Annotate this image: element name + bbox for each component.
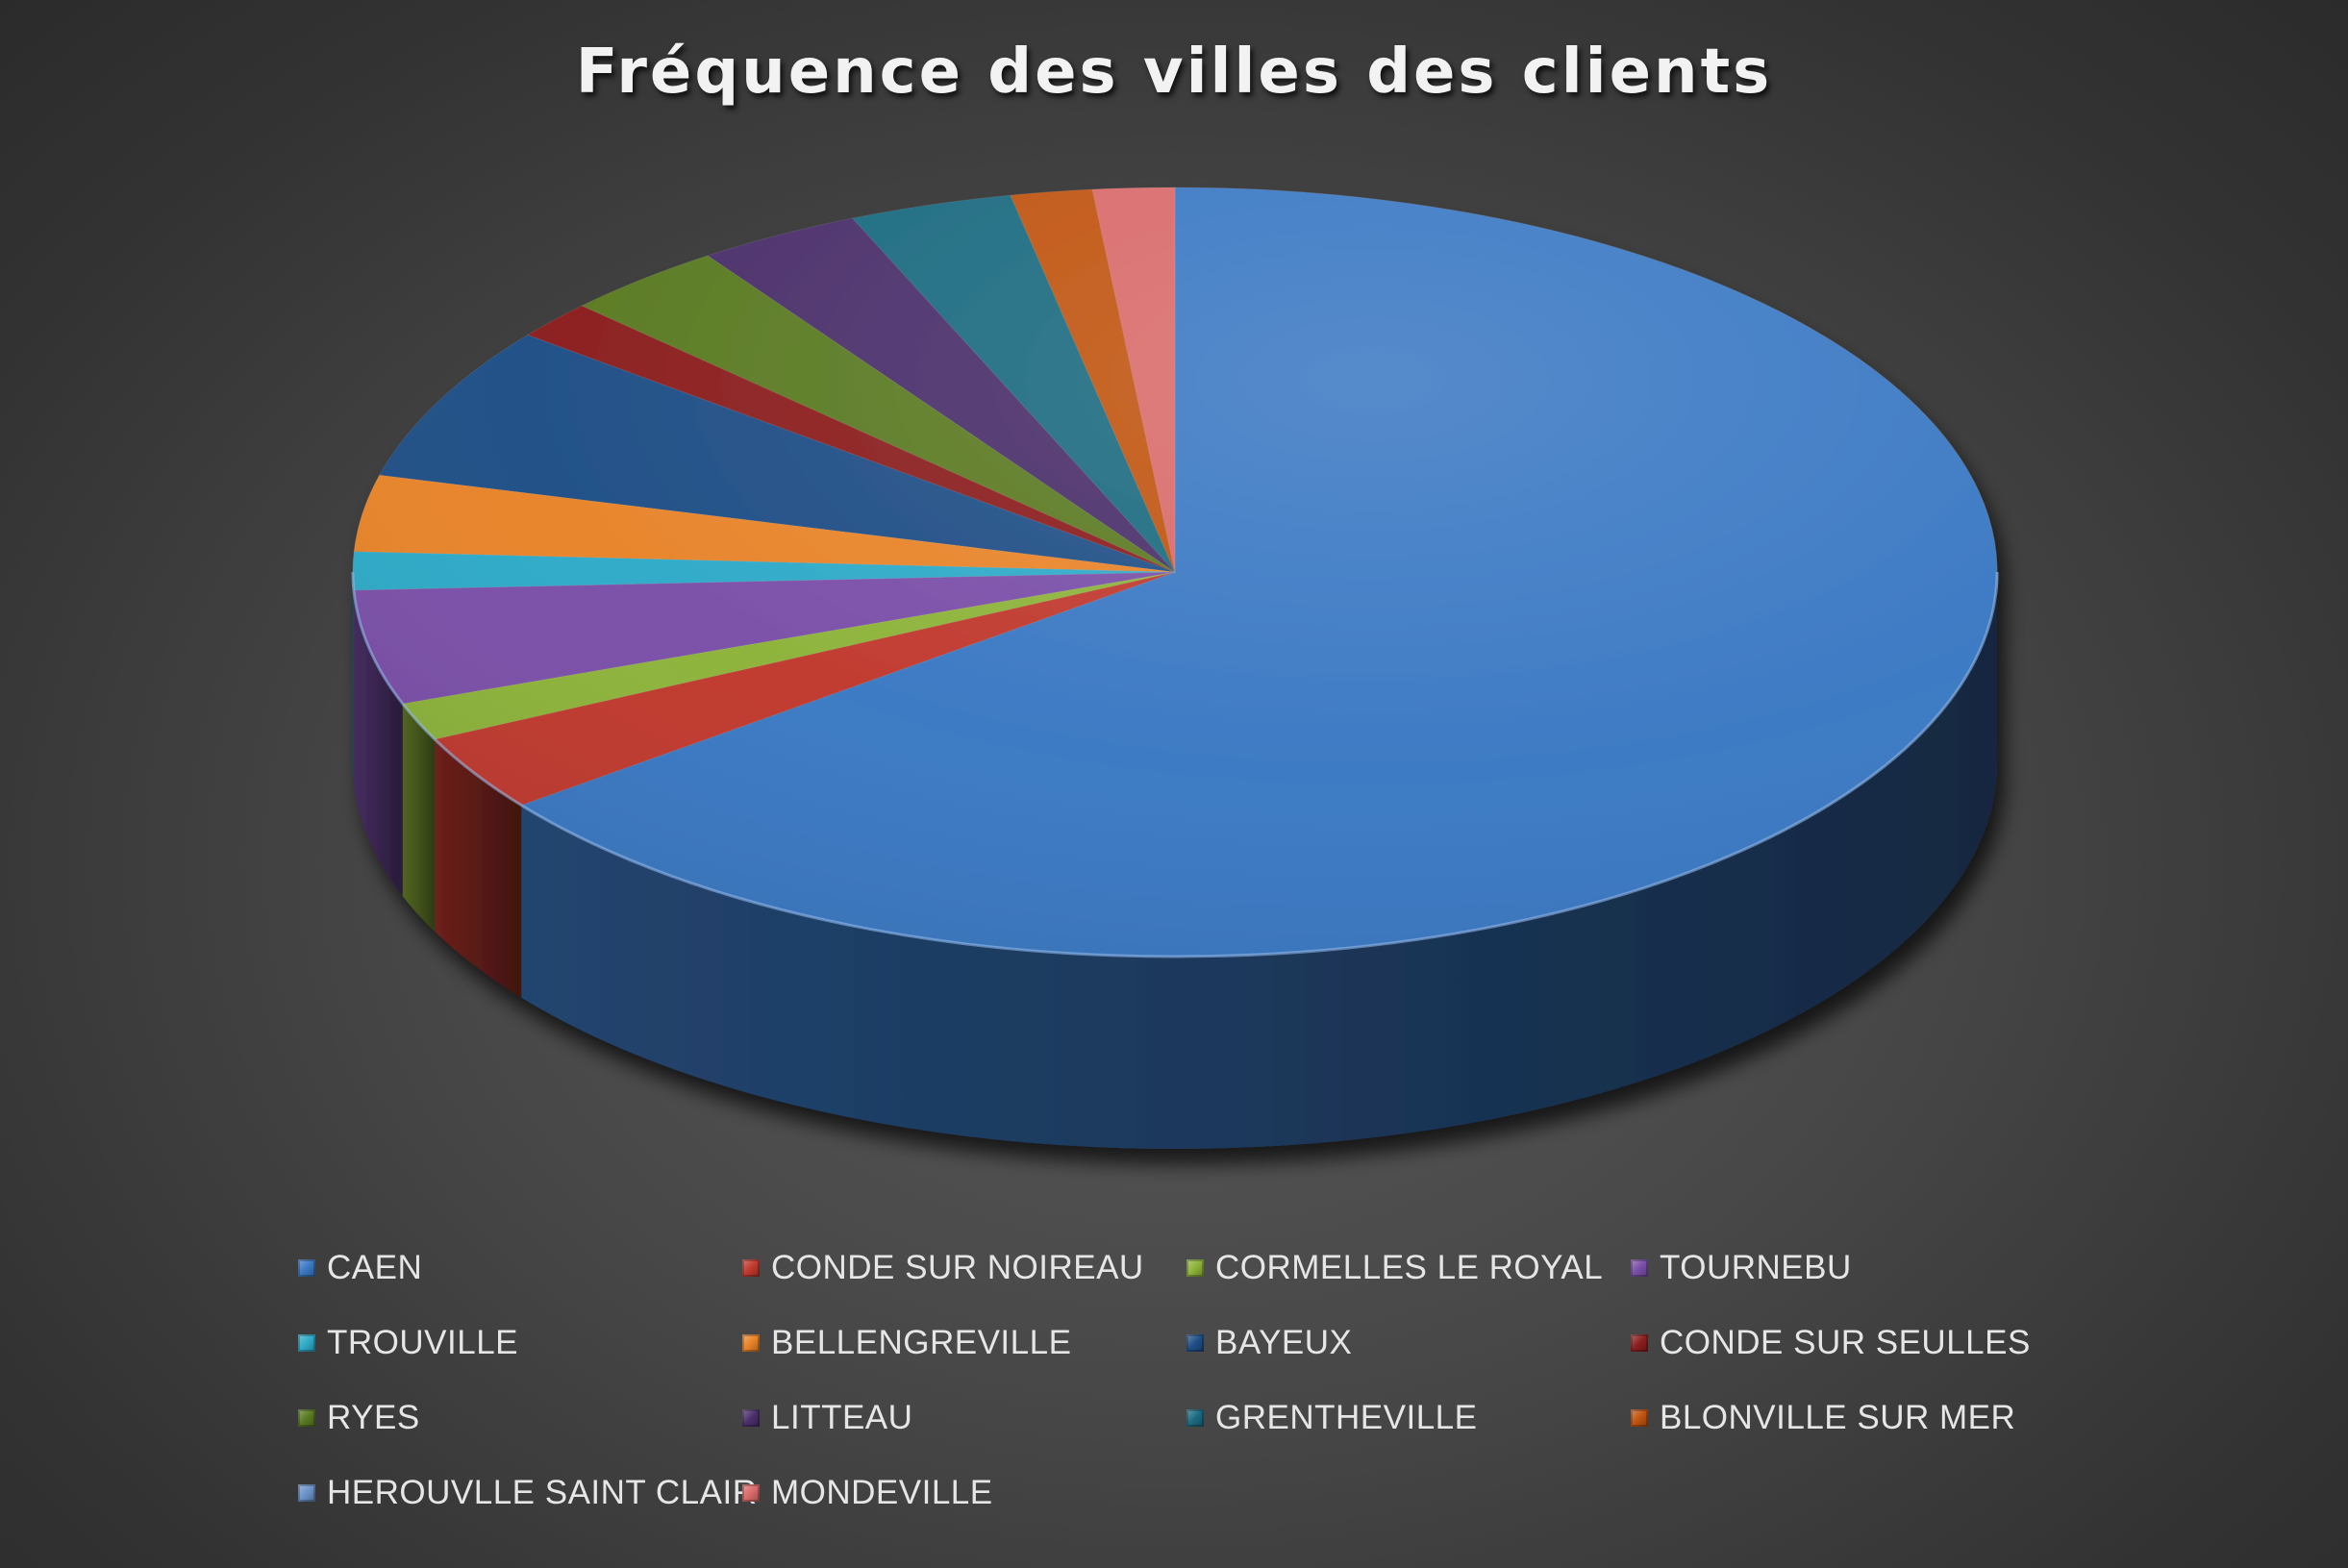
legend-swatch — [1186, 1334, 1204, 1352]
legend-item-trouville: TROUVILLE — [298, 1324, 742, 1361]
pie-rim-highlight — [351, 571, 1999, 958]
chart-legend: CAEN CONDE SUR NOIREAU CORMELLES LE ROYAL T… — [298, 1249, 2077, 1511]
legend-label: RYES — [327, 1399, 420, 1436]
legend-label: CORMELLES LE ROYAL — [1215, 1249, 1604, 1286]
legend-swatch — [1631, 1334, 1648, 1352]
legend-swatch — [1186, 1259, 1204, 1277]
pie-side-shading — [353, 572, 354, 783]
legend-swatch — [742, 1334, 760, 1352]
legend-swatch — [298, 1484, 315, 1502]
chart-title: Fréquence des villes des clients — [575, 37, 1773, 108]
legend-item-caen: CAEN — [298, 1249, 742, 1286]
legend-item-litteau: LITTEAU — [742, 1399, 1186, 1436]
pie-side-shading — [521, 572, 1997, 1150]
pie-top-sheen — [353, 187, 1997, 957]
legend-swatch — [742, 1259, 760, 1277]
legend-item-ryes: RYES — [298, 1399, 742, 1436]
legend-label: LITTEAU — [771, 1399, 913, 1436]
legend-swatch — [1631, 1409, 1648, 1427]
legend-label: MONDEVILLE — [771, 1474, 993, 1511]
legend-label: CONDE SUR NOIREAU — [771, 1249, 1144, 1286]
pie-side-shading — [402, 703, 436, 933]
legend-swatch — [298, 1334, 315, 1352]
legend-label: GRENTHEVILLE — [1215, 1399, 1478, 1436]
legend-swatch — [298, 1259, 315, 1277]
legend-label: TROUVILLE — [327, 1324, 518, 1361]
legend-label: BELLENGREVILLE — [771, 1324, 1072, 1361]
legend-label: CAEN — [327, 1249, 423, 1286]
pie-side-shading — [435, 739, 522, 998]
legend-item-grentheville: GRENTHEVILLE — [1186, 1399, 1631, 1436]
legend-label: CONDE SUR SEULLES — [1660, 1324, 2031, 1361]
pie-side-shading — [353, 589, 403, 896]
legend-label: BAYEUX — [1215, 1324, 1353, 1361]
legend-item-mondeville: MONDEVILLE — [742, 1474, 1186, 1511]
legend-item-bayeux: BAYEUX — [1186, 1324, 1631, 1361]
legend-swatch — [298, 1409, 315, 1427]
legend-label: HEROUVLLE SAINT CLAIR — [327, 1474, 758, 1511]
legend-item-bellengreville: BELLENGREVILLE — [742, 1324, 1186, 1361]
legend-item-conde-sur-seulles: CONDE SUR SEULLES — [1631, 1324, 2075, 1361]
legend-item-herouvlle-saint-clair: HEROUVLLE SAINT CLAIR — [298, 1474, 757, 1511]
legend-item-cormelles-le-royal: CORMELLES LE ROYAL — [1186, 1249, 1631, 1286]
legend-item-blonville-sur-mer: BLONVILLE SUR MER — [1631, 1399, 2075, 1436]
legend-item-conde-sur-noireau: CONDE SUR NOIREAU — [742, 1249, 1186, 1286]
legend-swatch — [1631, 1259, 1648, 1277]
legend-swatch — [1186, 1409, 1204, 1427]
legend-swatch — [742, 1409, 760, 1427]
legend-swatch — [742, 1484, 760, 1502]
legend-item-tournebu: TOURNEBU — [1631, 1249, 2075, 1286]
legend-label: TOURNEBU — [1660, 1249, 1852, 1286]
legend-label: BLONVILLE SUR MER — [1660, 1399, 2016, 1436]
